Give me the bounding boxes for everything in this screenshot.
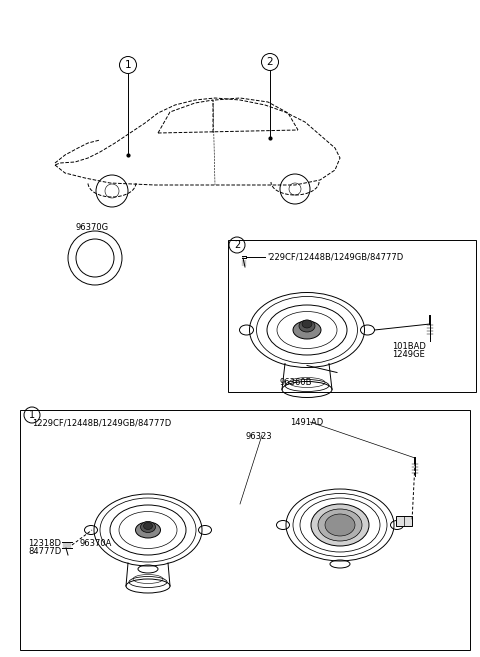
Text: 96370G: 96370G	[75, 223, 108, 232]
Text: 12318D: 12318D	[28, 539, 61, 548]
Text: '229CF/12448B/1249GB/84777D: '229CF/12448B/1249GB/84777D	[267, 252, 403, 261]
Bar	[396, 516, 412, 526]
Text: 1: 1	[125, 60, 132, 70]
Ellipse shape	[318, 509, 362, 541]
Text: 1229CF/12448B/1249GB/84777D: 1229CF/12448B/1249GB/84777D	[32, 418, 171, 427]
Ellipse shape	[325, 514, 355, 536]
Text: 2: 2	[234, 240, 240, 250]
Text: 96360B: 96360B	[279, 378, 312, 387]
Text: 1491AD: 1491AD	[290, 418, 323, 427]
Text: 2: 2	[267, 57, 273, 67]
Ellipse shape	[135, 522, 160, 538]
Bar	[20, 410, 470, 650]
Text: 1249GE: 1249GE	[392, 350, 425, 359]
Text: 96370A: 96370A	[80, 539, 112, 548]
Ellipse shape	[302, 320, 312, 328]
Text: 1: 1	[29, 410, 35, 420]
Ellipse shape	[141, 522, 156, 533]
Ellipse shape	[299, 320, 315, 332]
Text: 96323: 96323	[245, 432, 272, 441]
Ellipse shape	[311, 504, 369, 546]
Ellipse shape	[293, 321, 321, 339]
Bar	[228, 240, 476, 392]
Text: 101BAD: 101BAD	[392, 342, 426, 351]
Text: 84777D: 84777D	[28, 547, 61, 556]
Ellipse shape	[144, 522, 153, 530]
